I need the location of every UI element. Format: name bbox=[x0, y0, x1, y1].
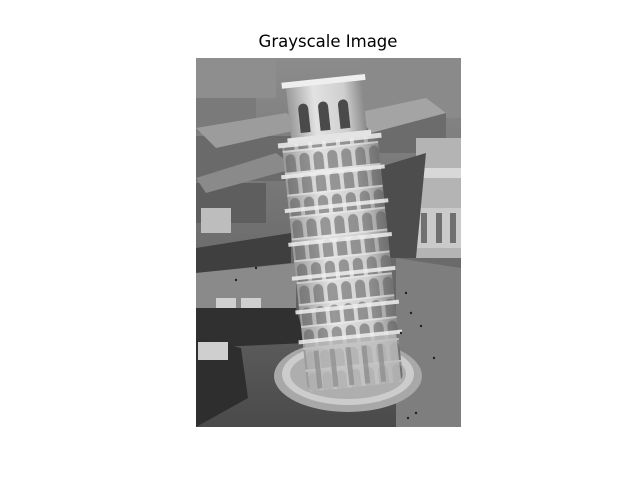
buildings-left bbox=[196, 58, 306, 233]
tower bbox=[277, 73, 403, 392]
figure-title: Grayscale Image bbox=[258, 32, 398, 51]
buildings-right bbox=[356, 58, 461, 258]
building-bottom-left bbox=[196, 338, 248, 427]
grayscale-image bbox=[196, 58, 461, 427]
people bbox=[234, 266, 436, 420]
piazza bbox=[196, 153, 461, 427]
grayscale-photo bbox=[196, 58, 461, 427]
